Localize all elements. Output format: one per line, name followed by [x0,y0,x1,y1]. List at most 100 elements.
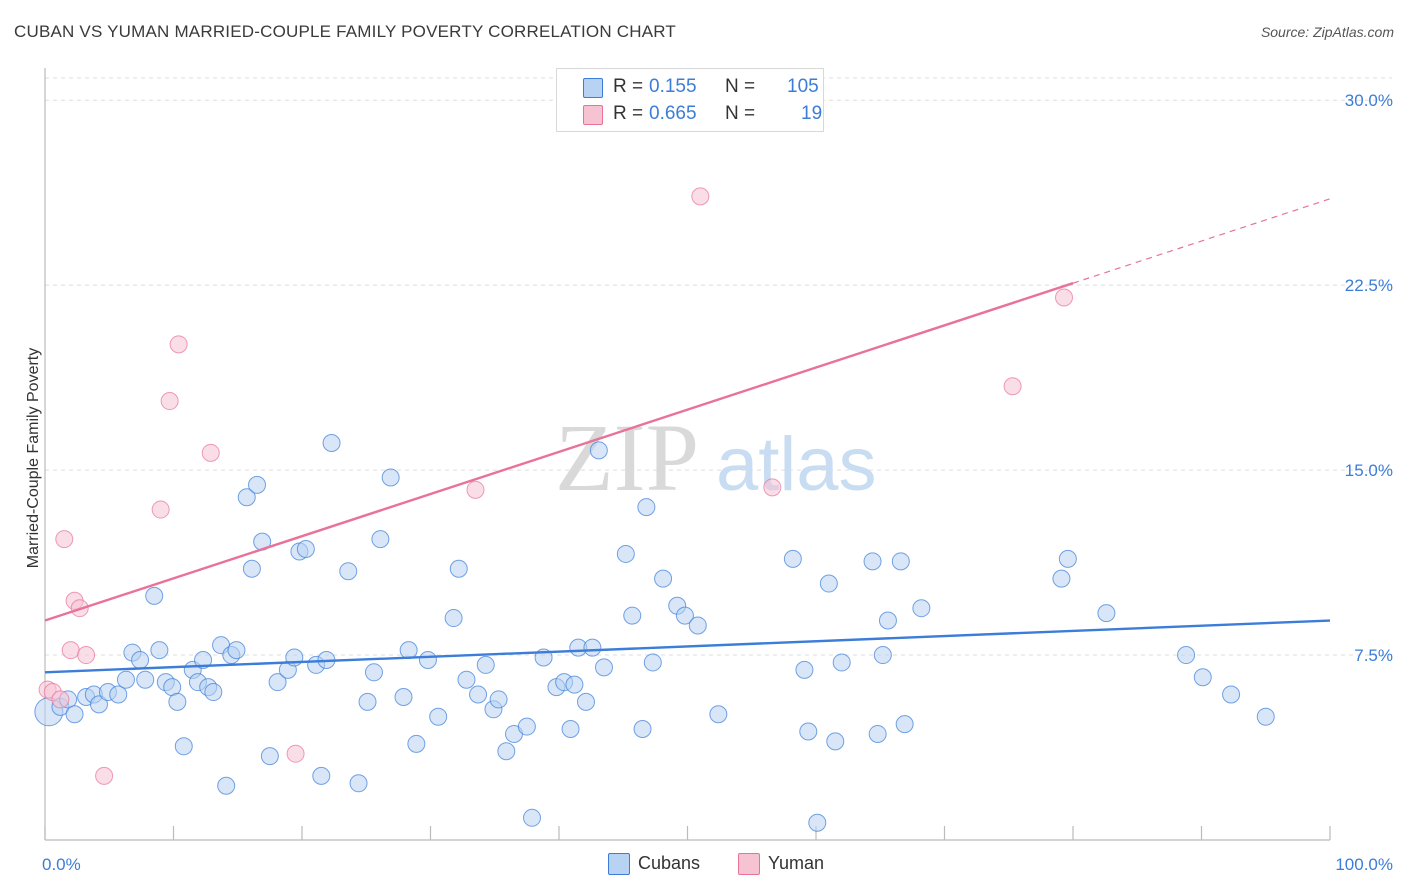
y-axis-title: Married-Couple Family Poverty [25,348,42,569]
cubans-point [1058,549,1077,568]
cubans-point [489,690,508,709]
cubans-point [643,653,662,672]
stats-legend: R = 0.155 N = 105 R = 0.665 N = 19 [556,68,824,132]
legend-r-label: R = [613,76,644,97]
cubans-point [891,552,910,571]
cubans-point [204,683,223,702]
cubans-point [109,685,128,704]
cubans-point [583,638,602,657]
cubans-point [168,692,187,711]
legend-n-label: N = [725,76,756,97]
cubans-point [1222,685,1241,704]
cubans-point [561,720,580,739]
watermark-atlas: atlas [716,422,877,507]
chart-title: CUBAN VS YUMAN MARRIED-COUPLE FAMILY POV… [14,22,676,41]
legend-r-value: 0.665 [649,103,697,124]
yuman-points [38,187,1074,785]
yuman-point [286,744,305,763]
cubans-point [616,544,635,563]
yuman-point [201,443,220,462]
cubans-point [268,673,287,692]
cubans-point [688,616,707,635]
watermark: ZIP atlas [555,404,877,511]
cubans-point [418,650,437,669]
legend-n-label: N = [725,103,756,124]
cubans-points [34,433,1275,832]
cubans-point [709,705,728,724]
cubans-point [116,670,135,689]
cubans-point [795,660,814,679]
cubans-point [242,559,261,578]
cubans-point [565,675,584,694]
cubans-point [322,433,341,452]
cubans-point [517,717,536,736]
cubans-point [457,670,476,689]
yuman-point [763,478,782,497]
cubans-point [895,715,914,734]
yuman-point [51,690,70,709]
cubans-point [654,569,673,588]
yuman-legend-label: Yuman [768,853,825,873]
legend-n-value: 105 [787,76,819,97]
cubans-point [623,606,642,625]
cubans-point [339,562,358,581]
cubans-point [675,606,694,625]
cubans-point [868,724,887,743]
cubans-point [1052,569,1071,588]
yuman-point [1003,377,1022,396]
yuman-legend-swatch [738,853,760,875]
cubans-point [381,468,400,487]
cubans-point [576,692,595,711]
cubans-point [799,722,818,741]
cubans-point [594,658,613,677]
x-tick-label: 0.0% [42,855,81,874]
cubans-point [912,599,931,618]
legend-r-label: R = [613,103,644,124]
cubans-point [832,653,851,672]
cubans-point [248,475,267,494]
cubans-point [260,747,279,766]
cubans-point [873,646,892,665]
cubans-point [65,705,84,724]
cubans-point [407,734,426,753]
cubans-point [227,641,246,660]
cubans-point [589,441,608,460]
y-tick-label: 7.5% [1354,646,1393,665]
yuman-point [691,187,710,206]
cubans-point [136,670,155,689]
yuman-swatch [583,105,603,125]
cubans-legend-label: Cubans [638,853,701,873]
y-tick-label: 22.5% [1345,276,1393,295]
yuman-point [95,766,114,785]
cubans-point [819,574,838,593]
tick-labels: 7.5% 15.0% 22.5% 30.0% 0.0% 100.0% [42,91,1393,874]
y-tick-label: 15.0% [1345,461,1393,480]
cubans-point [633,720,652,739]
cubans-point [476,655,495,674]
cubans-point [89,695,108,714]
yuman-trend-extension [1072,198,1331,284]
x-tick-label: 100.0% [1335,855,1393,874]
cubans-point [1256,707,1275,726]
cubans-point [194,650,213,669]
cubans-point [523,808,542,827]
cubans-point [131,650,150,669]
cubans-point [826,732,845,751]
cubans-trend-line [44,619,1331,674]
cubans-point [237,488,256,507]
cubans-point [429,707,448,726]
cubans-point [1177,646,1196,665]
cubans-point [358,692,377,711]
cubans-point [808,813,827,832]
yuman-point [55,530,74,549]
yuman-point [160,392,179,411]
cubans-point [145,586,164,605]
cubans-point [878,611,897,630]
cubans-point [312,766,331,785]
legend-n-value: 19 [801,103,823,124]
source-label: Source: ZipAtlas.com [1260,24,1394,40]
cubans-point [296,540,315,559]
cubans-point [394,687,413,706]
watermark-zip: ZIP [555,404,699,511]
